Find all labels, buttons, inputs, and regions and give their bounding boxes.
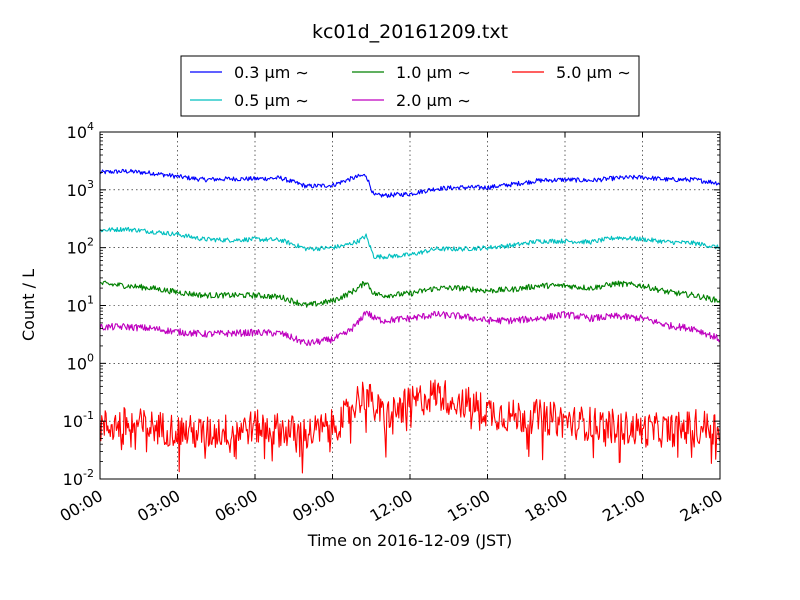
chart-title: kc01d_20161209.txt [312, 21, 508, 43]
series-line-1 [99, 226, 721, 260]
y-tick-base: 10 [63, 412, 83, 431]
y-tick-exponent: -2 [83, 467, 94, 480]
x-axis-label: Time on 2016-12-09 (JST) [307, 531, 512, 550]
y-tick-exponent: 4 [87, 120, 94, 133]
legend: 0.3 μm ∼ 0.5 μm ∼ 1.0 μm ∼ 2.0 μm ∼ 5.0 μm ∼ [180, 55, 640, 117]
legend-label-0: 0.3 μm ∼ [234, 63, 309, 82]
y-tick-exponent: 2 [87, 236, 94, 249]
legend-label-2: 1.0 μm ∼ [396, 63, 471, 82]
series-line-3 [99, 310, 721, 347]
series-line-4 [99, 379, 721, 474]
series-line-2 [99, 280, 721, 308]
y-axis-label: Count / L [19, 269, 38, 341]
y-tick-base: 10 [67, 239, 87, 258]
y-tick-label: 103 [67, 178, 94, 200]
series-line-0 [99, 168, 721, 198]
y-tick-label: 10-1 [63, 409, 94, 431]
legend-label-1: 0.5 μm ∼ [234, 91, 309, 110]
y-tick-exponent: -1 [83, 409, 94, 422]
y-tick-base: 10 [63, 470, 83, 489]
y-tick-base: 10 [67, 354, 87, 373]
y-tick-exponent: 1 [87, 294, 94, 307]
y-tick-base: 10 [67, 297, 87, 316]
data-lines [99, 168, 721, 474]
y-tick-label: 101 [67, 294, 94, 316]
y-tick-label: 10-2 [63, 467, 94, 489]
y-tick-base: 10 [67, 123, 87, 142]
y-tick-exponent: 3 [87, 178, 94, 191]
y-tick-label: 100 [67, 351, 94, 373]
y-tick-exponent: 0 [87, 351, 94, 364]
legend-label-3: 2.0 μm ∼ [396, 91, 471, 110]
y-tick-label: 104 [67, 120, 94, 142]
ticks [99, 131, 721, 480]
y-tick-label: 102 [67, 236, 94, 258]
legend-box [180, 55, 640, 117]
legend-label-4: 5.0 μm ∼ [556, 63, 631, 82]
y-tick-base: 10 [67, 181, 87, 200]
